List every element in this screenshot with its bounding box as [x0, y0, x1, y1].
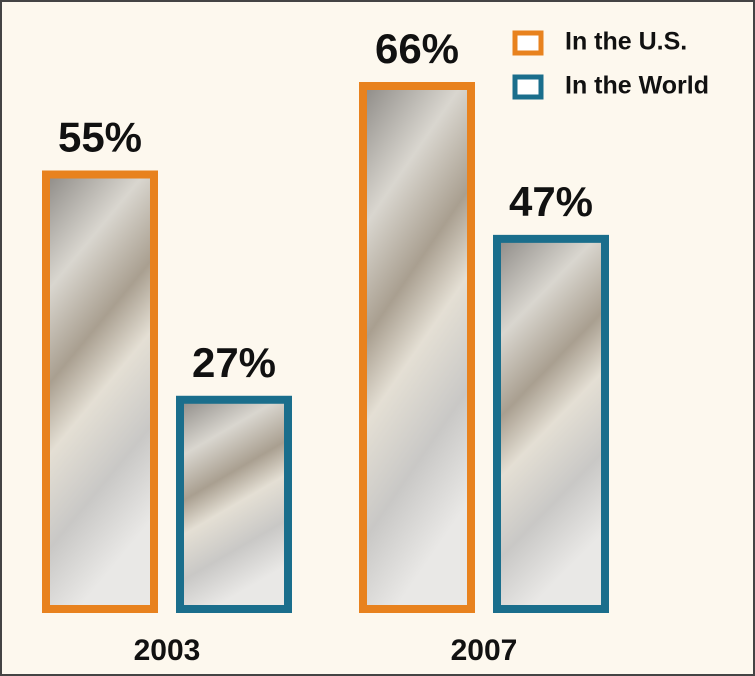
- bar: [493, 234, 609, 613]
- legend-swatch: [512, 30, 544, 56]
- legend-label: In the World: [565, 72, 709, 100]
- value-label: 47%: [509, 178, 593, 225]
- value-label: 55%: [58, 114, 142, 161]
- bar: [359, 82, 475, 613]
- legend-swatch: [512, 74, 544, 100]
- bar: [42, 170, 158, 613]
- legend-label: In the U.S.: [565, 28, 687, 56]
- bar: [176, 395, 292, 614]
- x-tick-label: 2007: [451, 634, 518, 667]
- value-label: 27%: [192, 339, 276, 386]
- x-tick-label: 2003: [134, 634, 201, 667]
- value-label: 66%: [375, 25, 459, 72]
